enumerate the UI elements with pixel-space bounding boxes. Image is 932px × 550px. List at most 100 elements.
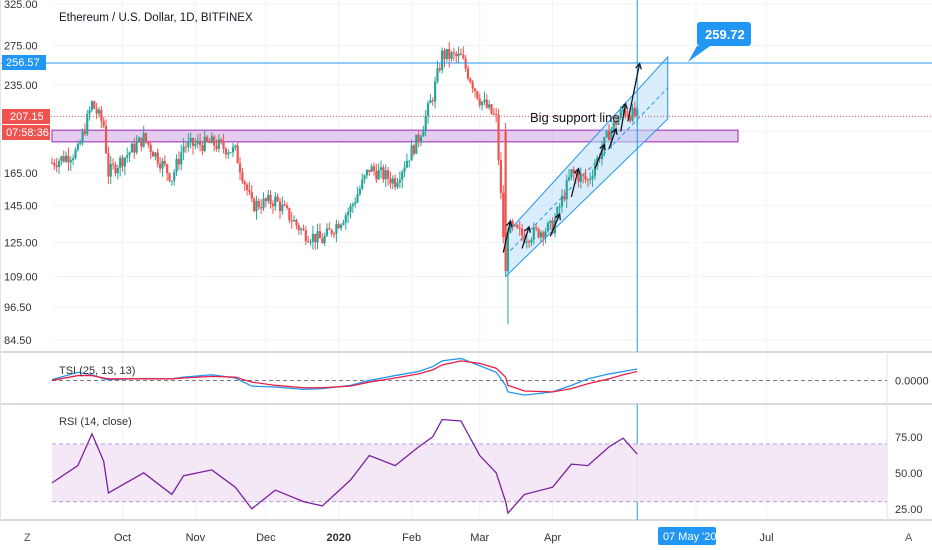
candle-body — [154, 152, 157, 157]
arrow-line — [502, 221, 511, 253]
candle-body — [629, 116, 632, 121]
candle-body — [457, 53, 460, 57]
x-tick-label: Nov — [186, 532, 206, 544]
target-callout[interactable]: 259.72 — [697, 22, 751, 46]
tsi-title[interactable]: TSI (25, 13, 13) — [59, 365, 135, 377]
candle-body — [161, 160, 164, 169]
candle-body — [452, 52, 456, 54]
candle-body — [572, 169, 575, 173]
candle-body — [57, 160, 61, 168]
crosshair-price-tag: 256.57 — [2, 55, 46, 70]
candle-body — [88, 110, 91, 114]
candle-body — [55, 165, 58, 168]
candle-body — [509, 221, 512, 233]
candle-body — [535, 227, 538, 229]
auto-scale-button[interactable]: A — [905, 532, 913, 544]
candle-body — [126, 154, 129, 158]
candle-body — [386, 170, 390, 179]
arrow-line — [620, 103, 627, 132]
candle-body — [549, 220, 552, 223]
grid-lines — [52, 0, 932, 520]
candle-body — [147, 141, 150, 145]
candle-body — [234, 145, 237, 147]
candle-body — [50, 162, 54, 164]
candle-body — [443, 50, 446, 60]
candle-body — [593, 166, 597, 177]
candle-body — [304, 230, 307, 242]
candle-body — [151, 151, 155, 157]
y-tick-label: 165.00 — [4, 168, 38, 180]
time-axis[interactable]: OctNovDec2020FebMarAprJunJul — [114, 532, 774, 544]
candle-body — [624, 109, 627, 116]
candle-body — [408, 160, 411, 162]
candle-body — [398, 179, 401, 183]
rsi-title[interactable]: RSI (14, close) — [59, 416, 132, 428]
x-tick-label: Apr — [544, 532, 561, 544]
candle-body — [607, 131, 611, 141]
rsi-axis-label: 50.00 — [895, 468, 923, 480]
arrow-line — [594, 144, 605, 169]
candle-body — [567, 177, 571, 181]
candle-body — [215, 145, 218, 149]
candle-body — [290, 220, 293, 222]
candle-body — [69, 160, 72, 163]
candle-body — [459, 53, 463, 55]
y-tick-label: 145.00 — [4, 200, 38, 212]
candle-body — [631, 107, 634, 121]
svg-text:207.15: 207.15 — [10, 111, 44, 123]
candle-body — [448, 48, 451, 59]
candle-body — [464, 58, 467, 69]
arrow-line — [521, 226, 530, 249]
support-annotation[interactable]: Big support line — [530, 110, 620, 125]
candle-body — [328, 228, 331, 230]
candle-body — [358, 188, 361, 195]
candle-body — [210, 136, 213, 144]
auto-scale-icon: A — [905, 532, 913, 544]
candle-body — [417, 134, 420, 143]
candle-body — [229, 152, 232, 154]
candle-body — [297, 225, 300, 231]
x-tick-label: Mar — [470, 532, 489, 544]
x-tick-label: Dec — [256, 532, 276, 544]
candle-body — [351, 204, 354, 207]
candle-body — [614, 121, 618, 125]
candle-body — [485, 99, 488, 108]
candle-body — [542, 232, 545, 238]
candle-body — [563, 196, 566, 200]
candle-body — [83, 131, 87, 134]
candle-body — [518, 227, 521, 229]
candle-body — [208, 141, 211, 144]
candle-body — [90, 101, 94, 111]
zoom-button[interactable]: Z — [24, 532, 31, 544]
candle-body — [65, 155, 68, 162]
candle-body — [262, 198, 265, 209]
candle-body — [189, 137, 192, 142]
candle-body — [586, 179, 589, 181]
drawing-layer — [51, 55, 739, 278]
candle-body — [546, 222, 550, 232]
candle-body — [67, 155, 70, 163]
x-tick-label: 2020 — [326, 532, 350, 544]
candle-body — [363, 175, 366, 180]
candle-body — [577, 174, 580, 182]
y-tick-label: 84.50 — [4, 335, 32, 347]
candle-body — [196, 140, 199, 144]
candle-body — [135, 142, 138, 153]
candle-body — [330, 229, 333, 234]
candle-body — [438, 68, 441, 71]
candle-body — [368, 169, 371, 172]
candle-body — [419, 136, 423, 143]
candle-body — [431, 100, 434, 102]
candle-body — [74, 149, 77, 159]
arrow-head — [599, 143, 606, 151]
candle-body — [422, 130, 425, 137]
candle-body — [528, 241, 531, 243]
candle-body — [81, 131, 84, 143]
candle-body — [227, 152, 230, 155]
candle-body — [222, 141, 225, 149]
candle-body — [325, 228, 329, 236]
candle-body — [356, 194, 359, 203]
candle-body — [257, 200, 260, 208]
candle-body — [530, 239, 533, 243]
